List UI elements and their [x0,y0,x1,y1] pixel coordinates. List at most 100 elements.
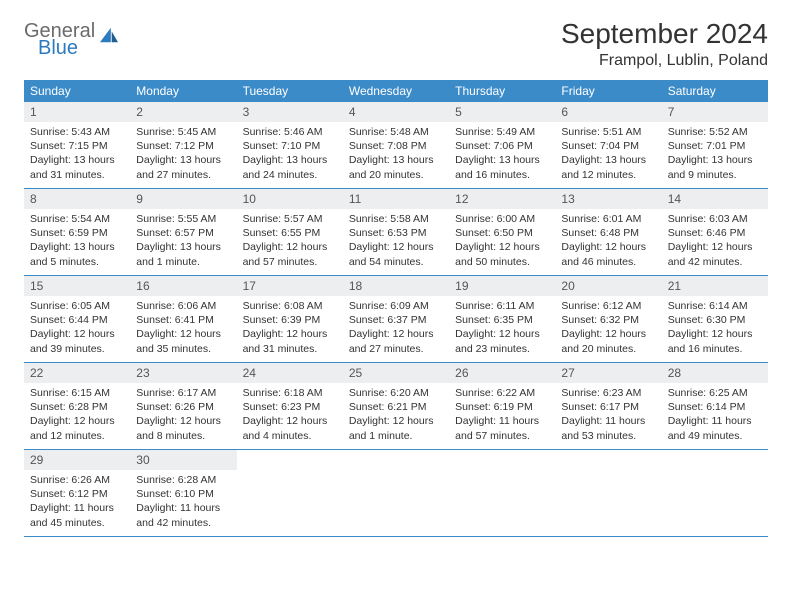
sunrise-text: Sunrise: 5:55 AM [136,212,230,226]
day-cell: 3Sunrise: 5:46 AMSunset: 7:10 PMDaylight… [237,102,343,188]
daylight-text: Daylight: 12 hours and 4 minutes. [243,414,337,442]
sunset-text: Sunset: 7:04 PM [561,139,655,153]
day-cell: 28Sunrise: 6:25 AMSunset: 6:14 PMDayligh… [662,363,768,449]
day-body: Sunrise: 6:20 AMSunset: 6:21 PMDaylight:… [343,383,449,447]
sunset-text: Sunset: 6:28 PM [30,400,124,414]
day-body: Sunrise: 5:54 AMSunset: 6:59 PMDaylight:… [24,209,130,273]
sunset-text: Sunset: 6:12 PM [30,487,124,501]
day-cell: 10Sunrise: 5:57 AMSunset: 6:55 PMDayligh… [237,189,343,275]
sunrise-text: Sunrise: 6:00 AM [455,212,549,226]
day-number: 27 [555,363,661,383]
day-body: Sunrise: 6:09 AMSunset: 6:37 PMDaylight:… [343,296,449,360]
sunrise-text: Sunrise: 5:54 AM [30,212,124,226]
day-body: Sunrise: 6:18 AMSunset: 6:23 PMDaylight:… [237,383,343,447]
day-cell: 12Sunrise: 6:00 AMSunset: 6:50 PMDayligh… [449,189,555,275]
day-body: Sunrise: 5:43 AMSunset: 7:15 PMDaylight:… [24,122,130,186]
day-number: 8 [24,189,130,209]
day-cell [662,450,768,536]
day-body: Sunrise: 6:26 AMSunset: 6:12 PMDaylight:… [24,470,130,534]
day-cell: 1Sunrise: 5:43 AMSunset: 7:15 PMDaylight… [24,102,130,188]
daylight-text: Daylight: 12 hours and 42 minutes. [668,240,762,268]
day-number: 30 [130,450,236,470]
day-cell: 26Sunrise: 6:22 AMSunset: 6:19 PMDayligh… [449,363,555,449]
day-number: 20 [555,276,661,296]
sunset-text: Sunset: 6:48 PM [561,226,655,240]
day-body: Sunrise: 6:28 AMSunset: 6:10 PMDaylight:… [130,470,236,534]
day-cell [343,450,449,536]
daylight-text: Daylight: 13 hours and 16 minutes. [455,153,549,181]
daylight-text: Daylight: 12 hours and 8 minutes. [136,414,230,442]
week-row: 29Sunrise: 6:26 AMSunset: 6:12 PMDayligh… [24,450,768,537]
sunset-text: Sunset: 6:46 PM [668,226,762,240]
daylight-text: Daylight: 11 hours and 57 minutes. [455,414,549,442]
brand-line2: Blue [24,39,95,58]
day-body: Sunrise: 6:17 AMSunset: 6:26 PMDaylight:… [130,383,236,447]
day-body: Sunrise: 6:05 AMSunset: 6:44 PMDaylight:… [24,296,130,360]
sunrise-text: Sunrise: 6:23 AM [561,386,655,400]
sunrise-text: Sunrise: 6:22 AM [455,386,549,400]
day-cell: 22Sunrise: 6:15 AMSunset: 6:28 PMDayligh… [24,363,130,449]
sunrise-text: Sunrise: 6:26 AM [30,473,124,487]
day-body: Sunrise: 5:55 AMSunset: 6:57 PMDaylight:… [130,209,236,273]
day-number: 17 [237,276,343,296]
sunset-text: Sunset: 7:12 PM [136,139,230,153]
sunrise-text: Sunrise: 6:05 AM [30,299,124,313]
sunset-text: Sunset: 6:10 PM [136,487,230,501]
day-body: Sunrise: 5:58 AMSunset: 6:53 PMDaylight:… [343,209,449,273]
sunrise-text: Sunrise: 5:45 AM [136,125,230,139]
daylight-text: Daylight: 13 hours and 24 minutes. [243,153,337,181]
day-cell: 20Sunrise: 6:12 AMSunset: 6:32 PMDayligh… [555,276,661,362]
day-cell [237,450,343,536]
sunrise-text: Sunrise: 6:18 AM [243,386,337,400]
sunset-text: Sunset: 6:50 PM [455,226,549,240]
daylight-text: Daylight: 12 hours and 46 minutes. [561,240,655,268]
day-number: 25 [343,363,449,383]
daylight-text: Daylight: 11 hours and 53 minutes. [561,414,655,442]
day-cell: 18Sunrise: 6:09 AMSunset: 6:37 PMDayligh… [343,276,449,362]
sunrise-text: Sunrise: 6:17 AM [136,386,230,400]
day-body: Sunrise: 6:12 AMSunset: 6:32 PMDaylight:… [555,296,661,360]
calendar: Sunday Monday Tuesday Wednesday Thursday… [24,80,768,537]
day-cell: 23Sunrise: 6:17 AMSunset: 6:26 PMDayligh… [130,363,236,449]
day-body: Sunrise: 6:11 AMSunset: 6:35 PMDaylight:… [449,296,555,360]
day-number: 3 [237,102,343,122]
day-cell: 17Sunrise: 6:08 AMSunset: 6:39 PMDayligh… [237,276,343,362]
day-cell: 27Sunrise: 6:23 AMSunset: 6:17 PMDayligh… [555,363,661,449]
brand-logo: General Blue [24,18,120,58]
sunset-text: Sunset: 6:53 PM [349,226,443,240]
day-number: 14 [662,189,768,209]
day-number: 18 [343,276,449,296]
day-body: Sunrise: 5:51 AMSunset: 7:04 PMDaylight:… [555,122,661,186]
sunset-text: Sunset: 6:59 PM [30,226,124,240]
week-row: 1Sunrise: 5:43 AMSunset: 7:15 PMDaylight… [24,102,768,189]
sunrise-text: Sunrise: 5:49 AM [455,125,549,139]
day-cell: 7Sunrise: 5:52 AMSunset: 7:01 PMDaylight… [662,102,768,188]
sunrise-text: Sunrise: 6:08 AM [243,299,337,313]
daylight-text: Daylight: 13 hours and 31 minutes. [30,153,124,181]
dow-mon: Monday [130,80,236,102]
sunset-text: Sunset: 6:19 PM [455,400,549,414]
sunset-text: Sunset: 6:21 PM [349,400,443,414]
daylight-text: Daylight: 13 hours and 9 minutes. [668,153,762,181]
sunset-text: Sunset: 6:57 PM [136,226,230,240]
daylight-text: Daylight: 12 hours and 50 minutes. [455,240,549,268]
sunset-text: Sunset: 6:30 PM [668,313,762,327]
daylight-text: Daylight: 12 hours and 39 minutes. [30,327,124,355]
sunrise-text: Sunrise: 5:48 AM [349,125,443,139]
day-cell: 21Sunrise: 6:14 AMSunset: 6:30 PMDayligh… [662,276,768,362]
day-number: 21 [662,276,768,296]
dow-sat: Saturday [662,80,768,102]
day-body: Sunrise: 6:06 AMSunset: 6:41 PMDaylight:… [130,296,236,360]
daylight-text: Daylight: 12 hours and 31 minutes. [243,327,337,355]
sunrise-text: Sunrise: 6:28 AM [136,473,230,487]
day-body: Sunrise: 5:52 AMSunset: 7:01 PMDaylight:… [662,122,768,186]
day-cell: 19Sunrise: 6:11 AMSunset: 6:35 PMDayligh… [449,276,555,362]
daylight-text: Daylight: 11 hours and 49 minutes. [668,414,762,442]
day-number: 23 [130,363,236,383]
month-title: September 2024 [561,18,768,50]
sunrise-text: Sunrise: 5:43 AM [30,125,124,139]
sunrise-text: Sunrise: 5:52 AM [668,125,762,139]
dow-wed: Wednesday [343,80,449,102]
day-number: 22 [24,363,130,383]
day-body: Sunrise: 6:25 AMSunset: 6:14 PMDaylight:… [662,383,768,447]
